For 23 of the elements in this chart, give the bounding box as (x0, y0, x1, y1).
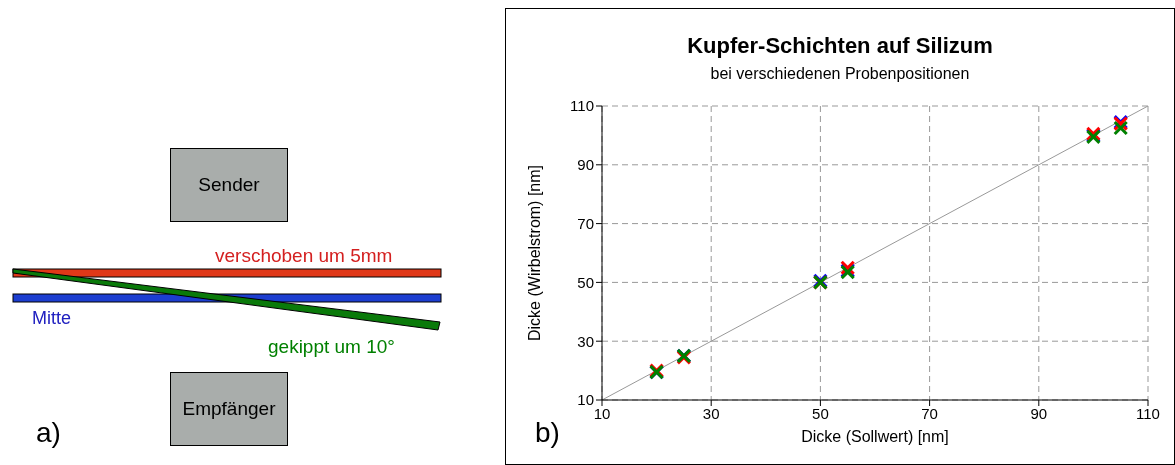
x-tick-label: 10 (593, 404, 611, 422)
y-tick-label: 50 (577, 273, 594, 291)
text: verschoben um 5mm (215, 245, 393, 266)
text: a) (36, 417, 61, 448)
y-axis-title: Dicke (Wirbelstrom) [nm] (525, 164, 543, 342)
text: Mitte (32, 308, 72, 328)
x-tick-label: 90 (1030, 404, 1048, 422)
y-tick-label: 30 (577, 332, 594, 350)
text: gekippt um 10° (268, 336, 395, 357)
x-tick-label: 70 (921, 404, 938, 422)
x-tick-label: 110 (1136, 404, 1160, 422)
y-tick-label: 110 (570, 97, 594, 115)
text: Empfänger (182, 398, 276, 420)
text: b) (535, 417, 560, 448)
x-axis-title: Dicke (Sollwert) [nm] (801, 428, 949, 445)
x-tick-label: 30 (702, 404, 720, 422)
y-tick-label: 90 (577, 156, 594, 174)
chart-title: Kupfer-Schichten auf Silizum (686, 33, 994, 59)
x-tick-label: 50 (812, 404, 829, 422)
text: Sender (198, 174, 260, 196)
y-tick-label: 10 (577, 391, 594, 409)
chart-subtitle: bei verschiedenen Probenpositionen (709, 65, 971, 83)
y-tick-label: 70 (577, 214, 594, 232)
